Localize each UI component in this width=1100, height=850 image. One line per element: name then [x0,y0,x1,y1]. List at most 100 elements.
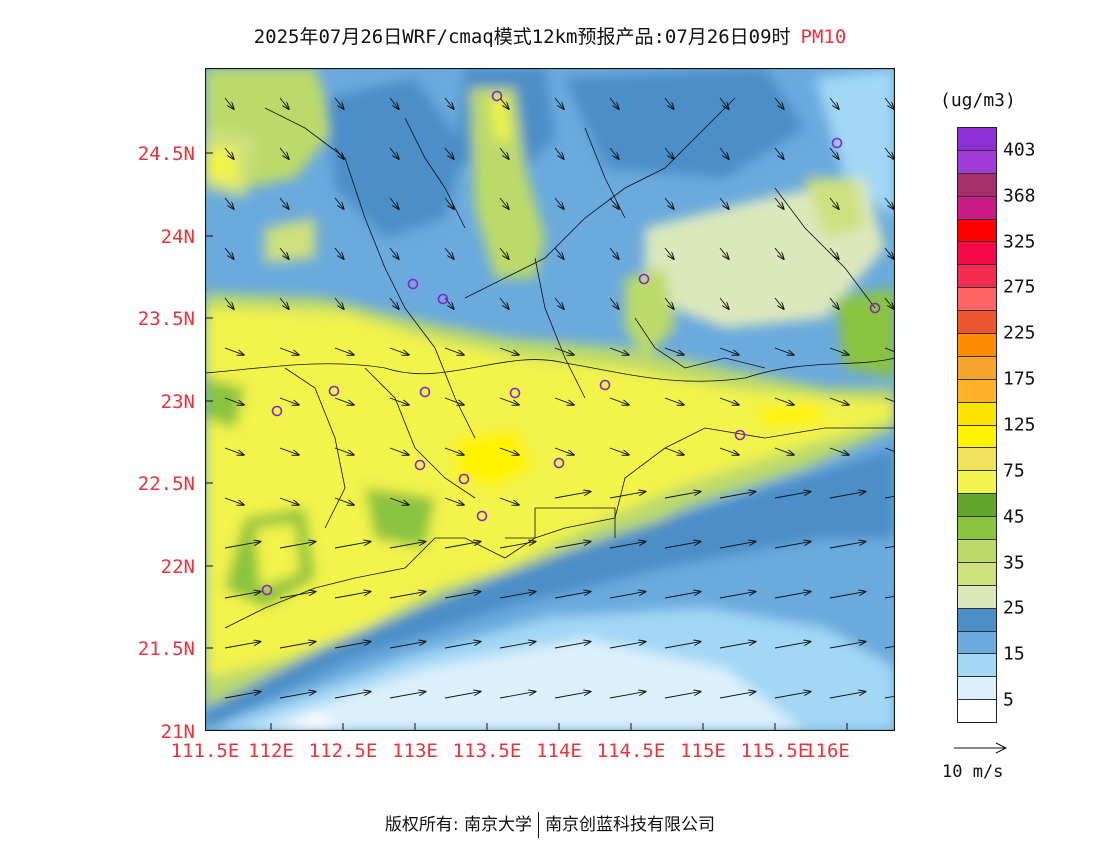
wind-arrow [774,347,794,355]
wind-arrow [719,247,729,259]
lon-tick-label: 112.5E [309,740,378,762]
colorbar-swatch [958,471,996,495]
wind-arrow [664,397,684,405]
wind-arrow [224,97,234,109]
wind-arrow [664,447,684,455]
wind-arrow [609,492,645,499]
site-marker [869,302,881,314]
latitude-ticks: 24.5N 24N 23.5N 23N 22.5N 22N 21.5N 21N [138,143,195,743]
wind-arrow [444,247,454,259]
colorbar-label: 15 [1003,643,1025,665]
lon-tick-label: 113.5E [453,740,522,762]
wind-arrow [774,492,810,499]
wind-arrow [719,542,755,549]
wind-arrow [389,642,425,649]
site-marker [261,584,273,596]
wind-arrow [609,247,619,259]
wind-arrow [224,347,244,355]
wind-arrow [334,447,354,455]
wind-arrow [334,297,344,309]
wind-arrow [279,347,299,355]
wind-arrow [279,642,315,649]
colorbar-swatch [958,150,996,174]
colorbar-label: 325 [1003,231,1036,253]
wind-arrow [334,197,344,209]
site-marker [328,385,340,397]
wind-arrow [884,545,895,549]
colorbar-label: 403 [1003,139,1036,161]
wind-arrow [499,97,509,109]
wind-arrow [334,692,370,699]
concentration-field [205,68,895,731]
colorbar-swatch [958,700,996,723]
colorbar-swatch [958,425,996,449]
pm10-map [205,68,895,731]
wind-arrow [719,197,729,209]
wind-arrow [719,592,755,599]
wind-arrow [774,692,810,699]
colorbar-swatch [958,562,996,586]
footer-separator [538,812,540,838]
colorbar-swatch [958,631,996,655]
colorbar-swatch [958,311,996,335]
wind-arrow [609,97,619,109]
colorbar-label: 75 [1003,460,1025,482]
wind-arrow [279,592,315,599]
colorbar-label: 45 [1003,506,1025,528]
wind-arrow [499,397,519,405]
site-marker [734,429,746,441]
wind-arrow [499,642,535,649]
wind-arrow [609,592,645,599]
colorbar-swatch [958,448,996,472]
colorbar-swatch [958,608,996,632]
wind-arrow [224,642,260,649]
colorbar-swatch [958,494,996,518]
wind-arrow [224,592,260,599]
colorbar-swatch [958,402,996,426]
wind-arrow [279,447,299,455]
colorbar-swatch [958,173,996,197]
wind-arrow [334,642,370,649]
wind-arrow [279,297,289,309]
wind-arrow [884,645,895,649]
colorbar-swatch [958,585,996,609]
wind-arrow [279,147,289,159]
wind-arrow [444,497,464,505]
wind-arrow [719,147,729,159]
wind-arrow [774,197,784,209]
site-marker [407,278,419,290]
wind-arrow [884,147,894,159]
lon-tick-label: 115.5E [741,740,810,762]
wind-arrow [774,397,794,405]
wind-arrow [774,592,810,599]
wind-arrow [554,347,574,355]
wind-arrow [444,97,454,109]
wind-arrow [774,147,784,159]
lon-tick-label: 114.5E [597,740,666,762]
site-marker [414,459,426,471]
colorbar-swatch [958,356,996,380]
wind-arrow [334,497,354,505]
wind-arrow [554,447,574,455]
wind-arrow [334,347,354,355]
wind-arrow [279,397,299,405]
legend-unit: (ug/m3) [940,90,1016,111]
wind-arrow [829,592,865,599]
lat-tick-label: 21.5N [138,638,195,660]
grid-ticks [205,152,848,731]
wind-arrow [774,542,810,549]
wind-arrow [664,542,700,549]
wind-arrow [334,592,370,599]
wind-arrow [609,397,629,405]
wind-arrow [499,497,519,505]
wind-arrow [279,97,289,109]
colorbar [957,127,997,723]
lon-tick-label: 116E [804,740,850,762]
lon-tick-label: 115E [680,740,726,762]
company-text: 南京创蓝科技有限公司 [545,815,716,835]
variable-name: PM10 [800,26,847,48]
wind-arrow [224,247,234,259]
wind-arrow [499,197,509,209]
wind-vectors [224,97,895,699]
colorbar-swatch [958,517,996,541]
